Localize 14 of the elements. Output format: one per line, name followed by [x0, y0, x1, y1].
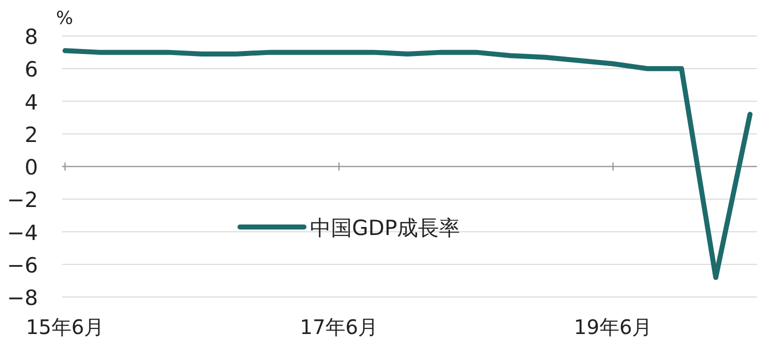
y-tick-label: 0 — [24, 156, 38, 180]
y-tick-label: −6 — [7, 253, 38, 278]
y-tick-label: −4 — [7, 220, 38, 245]
x-tick-label: 19年6月 — [574, 315, 652, 339]
y-axis-title: % — [56, 8, 74, 29]
y-tick-label: −2 — [7, 188, 38, 212]
y-tick-label: 4 — [24, 90, 38, 114]
y-tick-label: 2 — [24, 122, 38, 147]
y-tick-label: 6 — [24, 58, 38, 82]
legend-label: 中国GDP成長率 — [310, 216, 460, 240]
y-tick-label: 8 — [24, 25, 38, 49]
y-tick-label: −8 — [7, 286, 38, 310]
x-tick-label: 17年6月 — [300, 315, 378, 339]
x-tick-label: 15年6月 — [26, 315, 104, 339]
